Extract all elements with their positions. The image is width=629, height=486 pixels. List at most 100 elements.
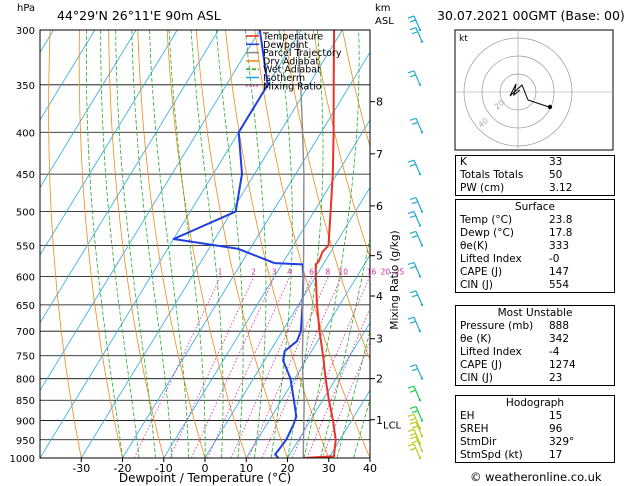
legend-label: Wet Adiabat [263,65,321,76]
km-tick-label: 2 [376,373,383,386]
km-tick-label: 1 [376,414,383,427]
pressure-tick-label: 500 [16,208,35,219]
wind-barb [407,385,422,402]
isotherm-line [163,119,370,458]
pressure-tick-label: 300 [16,26,35,37]
km-tick-label: 4 [376,290,383,303]
mixing-ratio-label: 25 [395,267,405,276]
x-tick-label: 20 [281,462,295,475]
dry-adiabat-line [283,30,370,362]
index-pw-row: PW (cm) 3.12 [460,182,573,194]
x-tick-label: 10 [239,462,253,475]
wind-barb [409,230,424,247]
isotherm-line [0,30,12,458]
wind-barb [409,405,424,422]
pressure-tick-label: 800 [16,375,35,386]
wet-adiabat-line [244,30,267,458]
dry-adiabat-line [166,30,247,458]
hodograph-title: Hodograph [505,397,565,409]
wet-adiabat-line [190,30,224,458]
wet-adiabat-line [168,30,206,458]
wet-adiabat-line [149,30,189,458]
wind-barb [407,443,422,460]
mixing-ratio-line [207,276,291,458]
indices-table: K 33 Totals Totals 50 PW (cm) 3.12 [455,155,615,196]
wind-barb [409,117,424,134]
x-tick-label: -30 [72,462,90,475]
legend-label: Isotherm [263,73,305,84]
wind-barb [409,364,424,380]
mixing-ratio-label: 4 [287,267,292,276]
wind-barb [407,413,422,430]
wind-barb [407,316,422,333]
parcel-trajectory-line [296,30,305,458]
x-axis-title: Dewpoint / Temperature (°C) [119,471,291,485]
wind-barb [409,290,424,307]
x-tick-label: -10 [155,462,173,475]
pressure-tick-label: 450 [16,170,35,181]
legend-label: Parcel Trajectory [263,48,342,59]
km-tick-label: 5 [376,250,383,263]
pressure-tick-label: 400 [16,128,35,139]
mixing-ratio-label: 20 [381,267,391,276]
wind-barb [407,210,422,227]
km-unit-label: km [375,3,391,14]
pressure-tick-label: 650 [16,301,35,312]
x-tick-label: 40 [363,462,377,475]
hpa-unit-label: hPa [17,3,36,14]
wet-adiabat-line [320,236,370,458]
km-tick-label: 6 [376,200,383,213]
mixing-ratio-label: 6 [309,267,314,276]
mixing-ratio-line [248,276,329,458]
pressure-tick-label: 600 [16,272,35,283]
index-k-row: K 33 [460,156,563,168]
isotherm-line [40,30,96,121]
x-tick-label: 30 [322,462,336,475]
wet-adiabat-line [353,397,370,458]
surface-title: Surface [514,201,555,213]
wet-adiabat-line [215,30,244,458]
legend-label: Dewpoint [263,40,308,51]
dewpoint-line [172,30,305,458]
wind-barb [407,261,422,278]
wind-barb [407,15,422,32]
dry-adiabat-line [78,30,123,458]
pressure-tick-label: 350 [16,81,35,92]
dry-adiabat-line [48,30,82,458]
isotherm-line [40,30,178,256]
legend-label: Temperature [262,32,323,43]
legend-label: Mixing Ratio [263,81,322,92]
datetime-label: 30.07.2021 00GMT (Base: 00) [437,8,625,23]
wind-barb [407,428,422,445]
x-tick-label: -20 [114,462,132,475]
x-tick-label: 0 [202,462,209,475]
wet-adiabat-line [336,329,370,458]
mixing-ratio-label: 8 [325,267,330,276]
isotherm-line [40,30,137,189]
pressure-tick-label: 1000 [10,454,35,465]
wet-adiabat-line [100,30,140,458]
dry-adiabat-line [225,30,330,458]
copyright: © weatheronline.co.uk [470,470,602,484]
pressure-tick-label: 700 [16,327,35,338]
mixing-ratio-line [191,276,276,458]
wind-barb [409,27,424,43]
pressure-tick-label: 850 [16,396,35,407]
surface-table: Surface Temp (°C) 23.8 Dewp (°C) 17.8 θe(K… [455,199,615,293]
isotherm-line [245,254,370,458]
pressure-tick-label: 750 [16,352,35,363]
mixing-ratio-line [169,276,255,458]
pressure-tick-label: 550 [16,241,35,252]
wind-barb [407,159,422,176]
most-unstable-title: Most Unstable [497,307,573,319]
isotherm-line [122,51,370,458]
dry-adiabat-line [137,30,206,458]
dry-adiabat-line [312,30,370,259]
mixing-ratio-line [230,276,313,458]
isotherm-line [287,321,370,458]
isotherm-line [40,30,261,392]
most-unstable-table: Most Unstable Pressure (mb) 888 θe (K) 342… [455,305,615,386]
mixing-ratio-axis-title: Mixing Ratio (g/kg) [389,230,401,329]
wet-adiabat-line [303,30,360,458]
